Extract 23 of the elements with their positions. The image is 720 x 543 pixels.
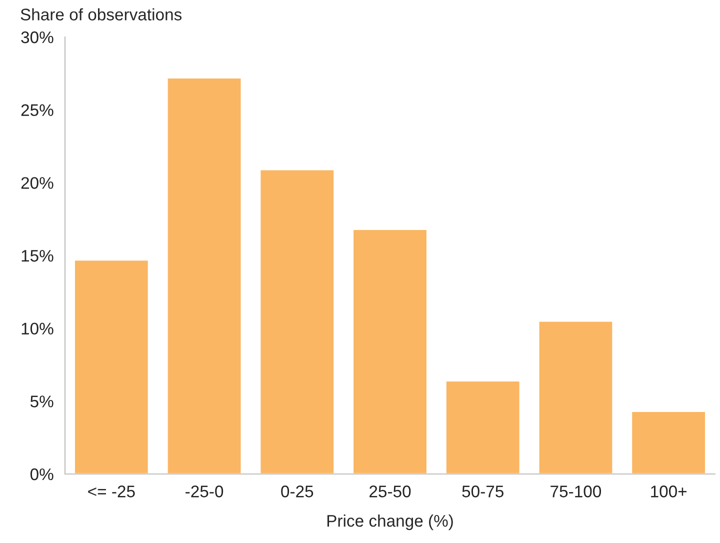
x-tick-label: 75-100 bbox=[550, 486, 602, 498]
y-tick-label: 30% bbox=[21, 31, 54, 44]
bar bbox=[352, 228, 428, 474]
bar bbox=[630, 410, 706, 474]
bar bbox=[445, 380, 521, 474]
x-tick-label: 50-75 bbox=[462, 486, 504, 498]
y-tick-label: 20% bbox=[21, 177, 54, 189]
bar bbox=[538, 320, 614, 474]
y-tick-label: 25% bbox=[21, 104, 54, 116]
x-tick-label: <= -25 bbox=[88, 486, 135, 498]
y-tick-label: 15% bbox=[22, 250, 54, 262]
x-tick-label: 25-50 bbox=[370, 486, 411, 498]
x-axis-title: Price change (%) bbox=[327, 514, 453, 530]
x-tick-label: 0-25 bbox=[281, 486, 314, 498]
x-tick-label: 100+ bbox=[651, 486, 687, 498]
y-tick-label: 5% bbox=[30, 396, 54, 408]
y-axis-title: Share of observations bbox=[20, 8, 182, 20]
bar bbox=[166, 77, 242, 474]
y-tick-label: 10% bbox=[22, 322, 54, 335]
y-tick-label: 0% bbox=[30, 468, 54, 480]
bar bbox=[259, 168, 335, 474]
bar bbox=[74, 259, 150, 474]
x-tick-label: -25-0 bbox=[186, 486, 224, 498]
